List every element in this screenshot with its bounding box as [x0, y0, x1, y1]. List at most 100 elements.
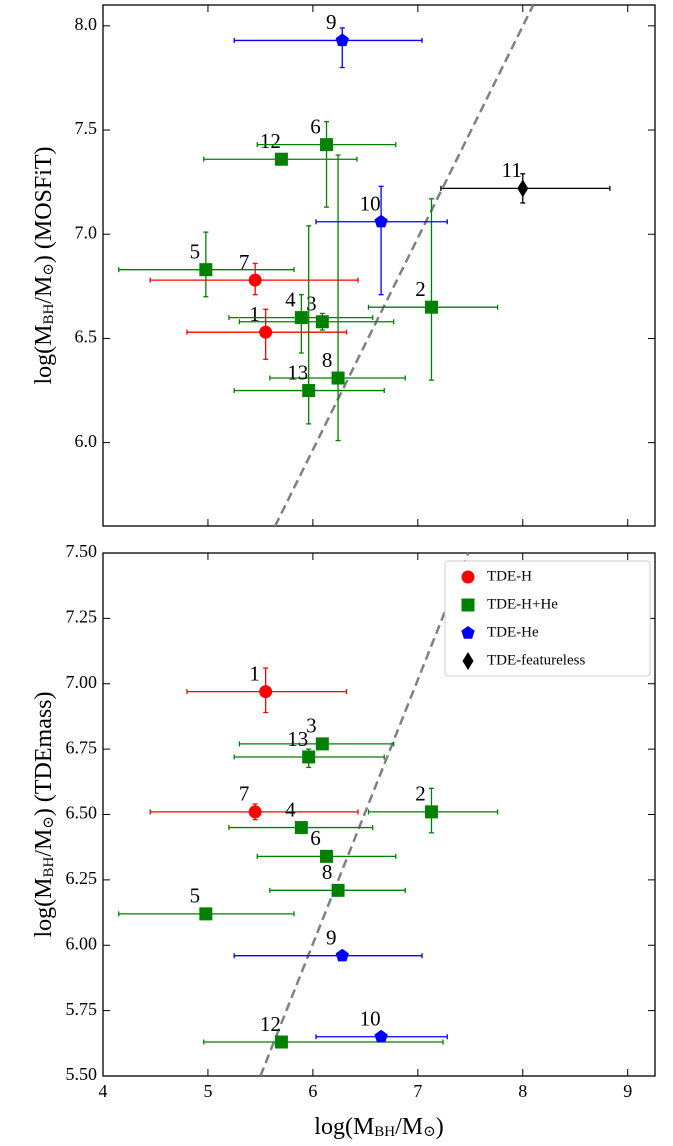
- reference-line: [273, 4, 535, 527]
- axis-label: log(MBH/M⊙): [314, 1114, 443, 1141]
- point: [517, 179, 529, 198]
- point: [424, 300, 438, 314]
- axis-label-part: /M: [395, 1114, 423, 1140]
- point: [315, 737, 329, 751]
- y-tick-label: 7.0: [75, 222, 98, 242]
- point-label: 3: [306, 292, 317, 316]
- point: [335, 33, 349, 47]
- point: [248, 805, 262, 819]
- point: [259, 325, 273, 339]
- axis-label-part: /M: [31, 829, 57, 857]
- legend-label: TDE-H: [487, 568, 532, 584]
- y-tick-label: 6.00: [66, 933, 98, 953]
- y-tick-label: 5.50: [66, 1064, 98, 1084]
- axis-label-sub: ⊙: [41, 816, 57, 829]
- point: [374, 214, 388, 228]
- axis-label-sub: ⊙: [423, 1124, 436, 1140]
- y-tick-label: 7.25: [66, 607, 98, 627]
- point-label: 6: [310, 114, 321, 138]
- x-tick-label: 7: [413, 1081, 422, 1101]
- point-label: 7: [239, 250, 250, 274]
- axis-label-sub: BH: [41, 857, 57, 878]
- point-label: 2: [415, 782, 426, 806]
- legend-label: TDE-featureless: [487, 652, 585, 668]
- y-tick-label: 6.0: [75, 431, 98, 451]
- point: [199, 263, 213, 277]
- y-tick-label: 6.25: [66, 868, 98, 888]
- point: [274, 1035, 288, 1049]
- point: [315, 315, 329, 329]
- x-tick-label: 9: [623, 1081, 632, 1101]
- point-label: 8: [322, 860, 333, 884]
- x-tick-label: 6: [308, 1081, 317, 1101]
- point-label: 3: [306, 714, 317, 738]
- point: [274, 152, 288, 166]
- y-tick-label: 5.75: [66, 999, 98, 1019]
- point-label: 6: [310, 826, 321, 850]
- y-tick-label: 6.50: [66, 803, 98, 823]
- y-tick-label: 8.0: [75, 14, 98, 34]
- point: [320, 849, 334, 863]
- y-tick-label: 6.5: [75, 327, 98, 347]
- point-label: 1: [249, 302, 260, 326]
- point-label: 12: [260, 1012, 281, 1036]
- point-label: 4: [285, 797, 296, 821]
- point-label: 12: [260, 129, 281, 153]
- point: [335, 948, 349, 962]
- point: [294, 821, 308, 835]
- point-label: 8: [322, 348, 333, 372]
- y-tick-label: 7.50: [66, 541, 98, 561]
- x-tick-label: 4: [99, 1081, 108, 1101]
- reference-line: [259, 552, 470, 1077]
- point: [259, 685, 273, 699]
- axis-label-sub: BH: [374, 1124, 395, 1140]
- axis-label-part: ) (TDEmass): [31, 691, 57, 816]
- point-label: 7: [239, 782, 250, 806]
- point-label: 11: [502, 158, 522, 182]
- point-label: 10: [360, 192, 381, 216]
- x-tick-label: 8: [518, 1081, 527, 1101]
- legend-box: [444, 560, 651, 677]
- legend-marker: [461, 570, 475, 584]
- point: [374, 1029, 388, 1043]
- legend-label: TDE-He: [487, 624, 539, 640]
- point-label: 9: [326, 926, 337, 950]
- point: [424, 805, 438, 819]
- legend-marker: [461, 626, 475, 639]
- axis-label: log(MBH/M⊙) (MOSFiT): [31, 146, 58, 384]
- y-tick-label: 7.00: [66, 672, 98, 692]
- point: [302, 750, 316, 764]
- legend-marker: [462, 652, 474, 670]
- axis-label-part: log(M: [31, 878, 57, 938]
- axis-label-sub: ⊙: [41, 263, 57, 276]
- y-tick-label: 7.5: [75, 118, 98, 138]
- point: [331, 371, 345, 385]
- axis-label-sub: BH: [41, 304, 57, 325]
- y-tick-label: 6.75: [66, 737, 98, 757]
- axis-label-part: log(M: [314, 1114, 374, 1140]
- point-label: 2: [415, 277, 426, 301]
- point-label: 13: [287, 360, 308, 384]
- point: [331, 883, 345, 897]
- legend-label: TDE-H+He: [487, 596, 558, 612]
- plot-frame: [102, 4, 656, 527]
- point-label: 1: [249, 661, 260, 685]
- point-label: 13: [287, 727, 308, 751]
- point-label: 5: [190, 239, 201, 263]
- point-label: 9: [326, 10, 337, 34]
- legend-marker: [461, 598, 475, 612]
- x-tick-label: 5: [203, 1081, 212, 1101]
- point: [294, 311, 308, 325]
- point: [302, 384, 316, 398]
- axis-label: log(MBH/M⊙) (TDEmass): [31, 691, 58, 937]
- point: [199, 907, 213, 921]
- point-label: 10: [360, 1007, 381, 1031]
- axis-label-part: /M: [31, 276, 57, 304]
- point-label: 5: [190, 884, 201, 908]
- point: [320, 138, 334, 152]
- point: [248, 273, 262, 287]
- point-label: 4: [285, 287, 296, 311]
- axis-label-part: log(M: [31, 325, 57, 385]
- axis-label-part: ): [436, 1114, 444, 1140]
